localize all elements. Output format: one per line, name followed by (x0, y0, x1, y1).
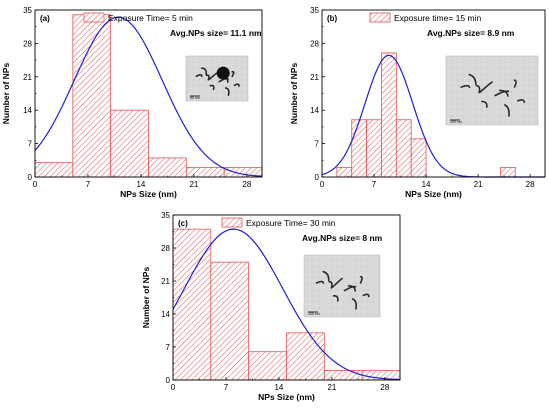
histogram-bar (110, 109, 149, 178)
x-tick-label: 0 (33, 180, 38, 189)
inset-background (185, 55, 249, 102)
inset-background (445, 55, 539, 126)
histogram-bar (351, 119, 368, 178)
histogram-bar (323, 370, 363, 381)
tem-inset-image: 50 nm (185, 55, 249, 102)
chart-panel-c: 0 7 14 21 28 0 7 14 21 28 35 NPs Size (nm) Number of… (141, 211, 401, 402)
x-tick-label: 0 (320, 180, 325, 189)
y-tick-label: 35 (23, 6, 32, 15)
legend-swatch (369, 12, 391, 23)
scale-bar-label: 50 nm (190, 96, 200, 100)
y-tick-label: 35 (161, 211, 170, 220)
y-tick-label: 28 (310, 39, 319, 48)
histogram-bar (410, 138, 427, 178)
nanoparticle-chains (460, 73, 526, 117)
legend-swatch (221, 217, 243, 228)
x-tick-label: 7 (86, 180, 91, 189)
x-tick-label: 21 (474, 180, 483, 189)
y-tick-label: 35 (310, 6, 319, 15)
y-tick-label: 0 (166, 376, 171, 385)
y-tick-label: 0 (28, 173, 33, 182)
y-tick-label: 7 (315, 140, 320, 149)
x-tick-label: 28 (380, 383, 389, 392)
avg-size-annotation: Avg.NPs size= 8.9 nm (427, 28, 515, 38)
y-tick-label: 7 (28, 140, 33, 149)
x-tick-label: 21 (189, 180, 198, 189)
y-tick-label: 21 (310, 73, 319, 82)
histogram-bar (366, 119, 382, 178)
y-tick-label: 14 (310, 106, 319, 115)
scale-bar-label: 100 nm (450, 120, 462, 124)
legend-label: Exposure Time= 5 min (108, 13, 193, 23)
legend-swatch (83, 12, 105, 23)
histogram-bar (185, 167, 225, 178)
histogram-bar (286, 332, 325, 381)
histogram-bar (248, 351, 287, 381)
chart-panel-b: 0 7 14 21 28 0 7 14 21 28 35 NPs Size (nm) Number of… (289, 6, 546, 199)
x-axis-label: NPs Size (nm) (405, 189, 462, 199)
x-tick-label: 14 (136, 180, 145, 189)
y-axis-label: Number of NPs (1, 63, 11, 125)
panel-label: (a) (40, 14, 50, 23)
x-tick-label: 28 (526, 180, 535, 189)
y-tick-label: 14 (161, 310, 170, 319)
x-axis-label: NPs Size (nm) (120, 189, 177, 199)
avg-size-annotation: Avg.NPs size= 8 nm (302, 233, 383, 243)
y-tick-label: 28 (23, 39, 32, 48)
inset-background (303, 254, 381, 318)
histogram-bar (72, 14, 112, 178)
scale-bar-label: 100 nm (308, 312, 320, 316)
y-tick-label: 28 (161, 244, 170, 253)
x-tick-label: 7 (224, 383, 229, 392)
y-tick-label: 21 (23, 73, 32, 82)
gaussian-fit-line (34, 16, 263, 177)
legend-label: Exposure time= 15 min (394, 13, 481, 23)
x-tick-label: 0 (171, 383, 176, 392)
y-tick-label: 7 (166, 343, 171, 352)
x-axis-label: NPs Size (nm) (258, 392, 315, 402)
panel-label: (c) (178, 219, 188, 228)
x-tick-label: 7 (372, 180, 377, 189)
tem-inset-image: 100 nm (303, 254, 381, 318)
histogram-bar (381, 52, 397, 178)
y-tick-label: 14 (23, 106, 32, 115)
y-tick-label: 0 (315, 173, 320, 182)
gaussian-fit-line (172, 228, 401, 381)
chart-panel-a: 0 7 14 21 28 0 7 14 21 28 35 NPs Size (nm) Number of… (1, 6, 263, 199)
histogram-bar (499, 167, 516, 178)
histogram-bar (395, 119, 412, 178)
x-tick-label: 21 (327, 383, 336, 392)
nanoparticle-chains (315, 270, 370, 310)
histogram-bar (34, 162, 74, 178)
x-tick-label: 28 (242, 180, 251, 189)
histogram-bar (336, 167, 353, 178)
large-nanoparticle (216, 66, 230, 80)
y-axis-label: Number of NPs (141, 267, 151, 329)
x-tick-label: 14 (274, 383, 283, 392)
histogram-bar (210, 261, 250, 381)
tem-inset-image: 100 nm (445, 55, 539, 126)
legend-label: Exposure Time= 30 min (246, 218, 336, 228)
x-tick-label: 14 (422, 180, 431, 189)
y-tick-label: 21 (161, 277, 170, 286)
avg-size-annotation: Avg.NPs size= 11.1 nm (170, 28, 262, 38)
y-axis-label: Number of NPs (289, 63, 299, 125)
panel-label: (b) (327, 14, 338, 23)
histogram-bar (148, 157, 187, 178)
